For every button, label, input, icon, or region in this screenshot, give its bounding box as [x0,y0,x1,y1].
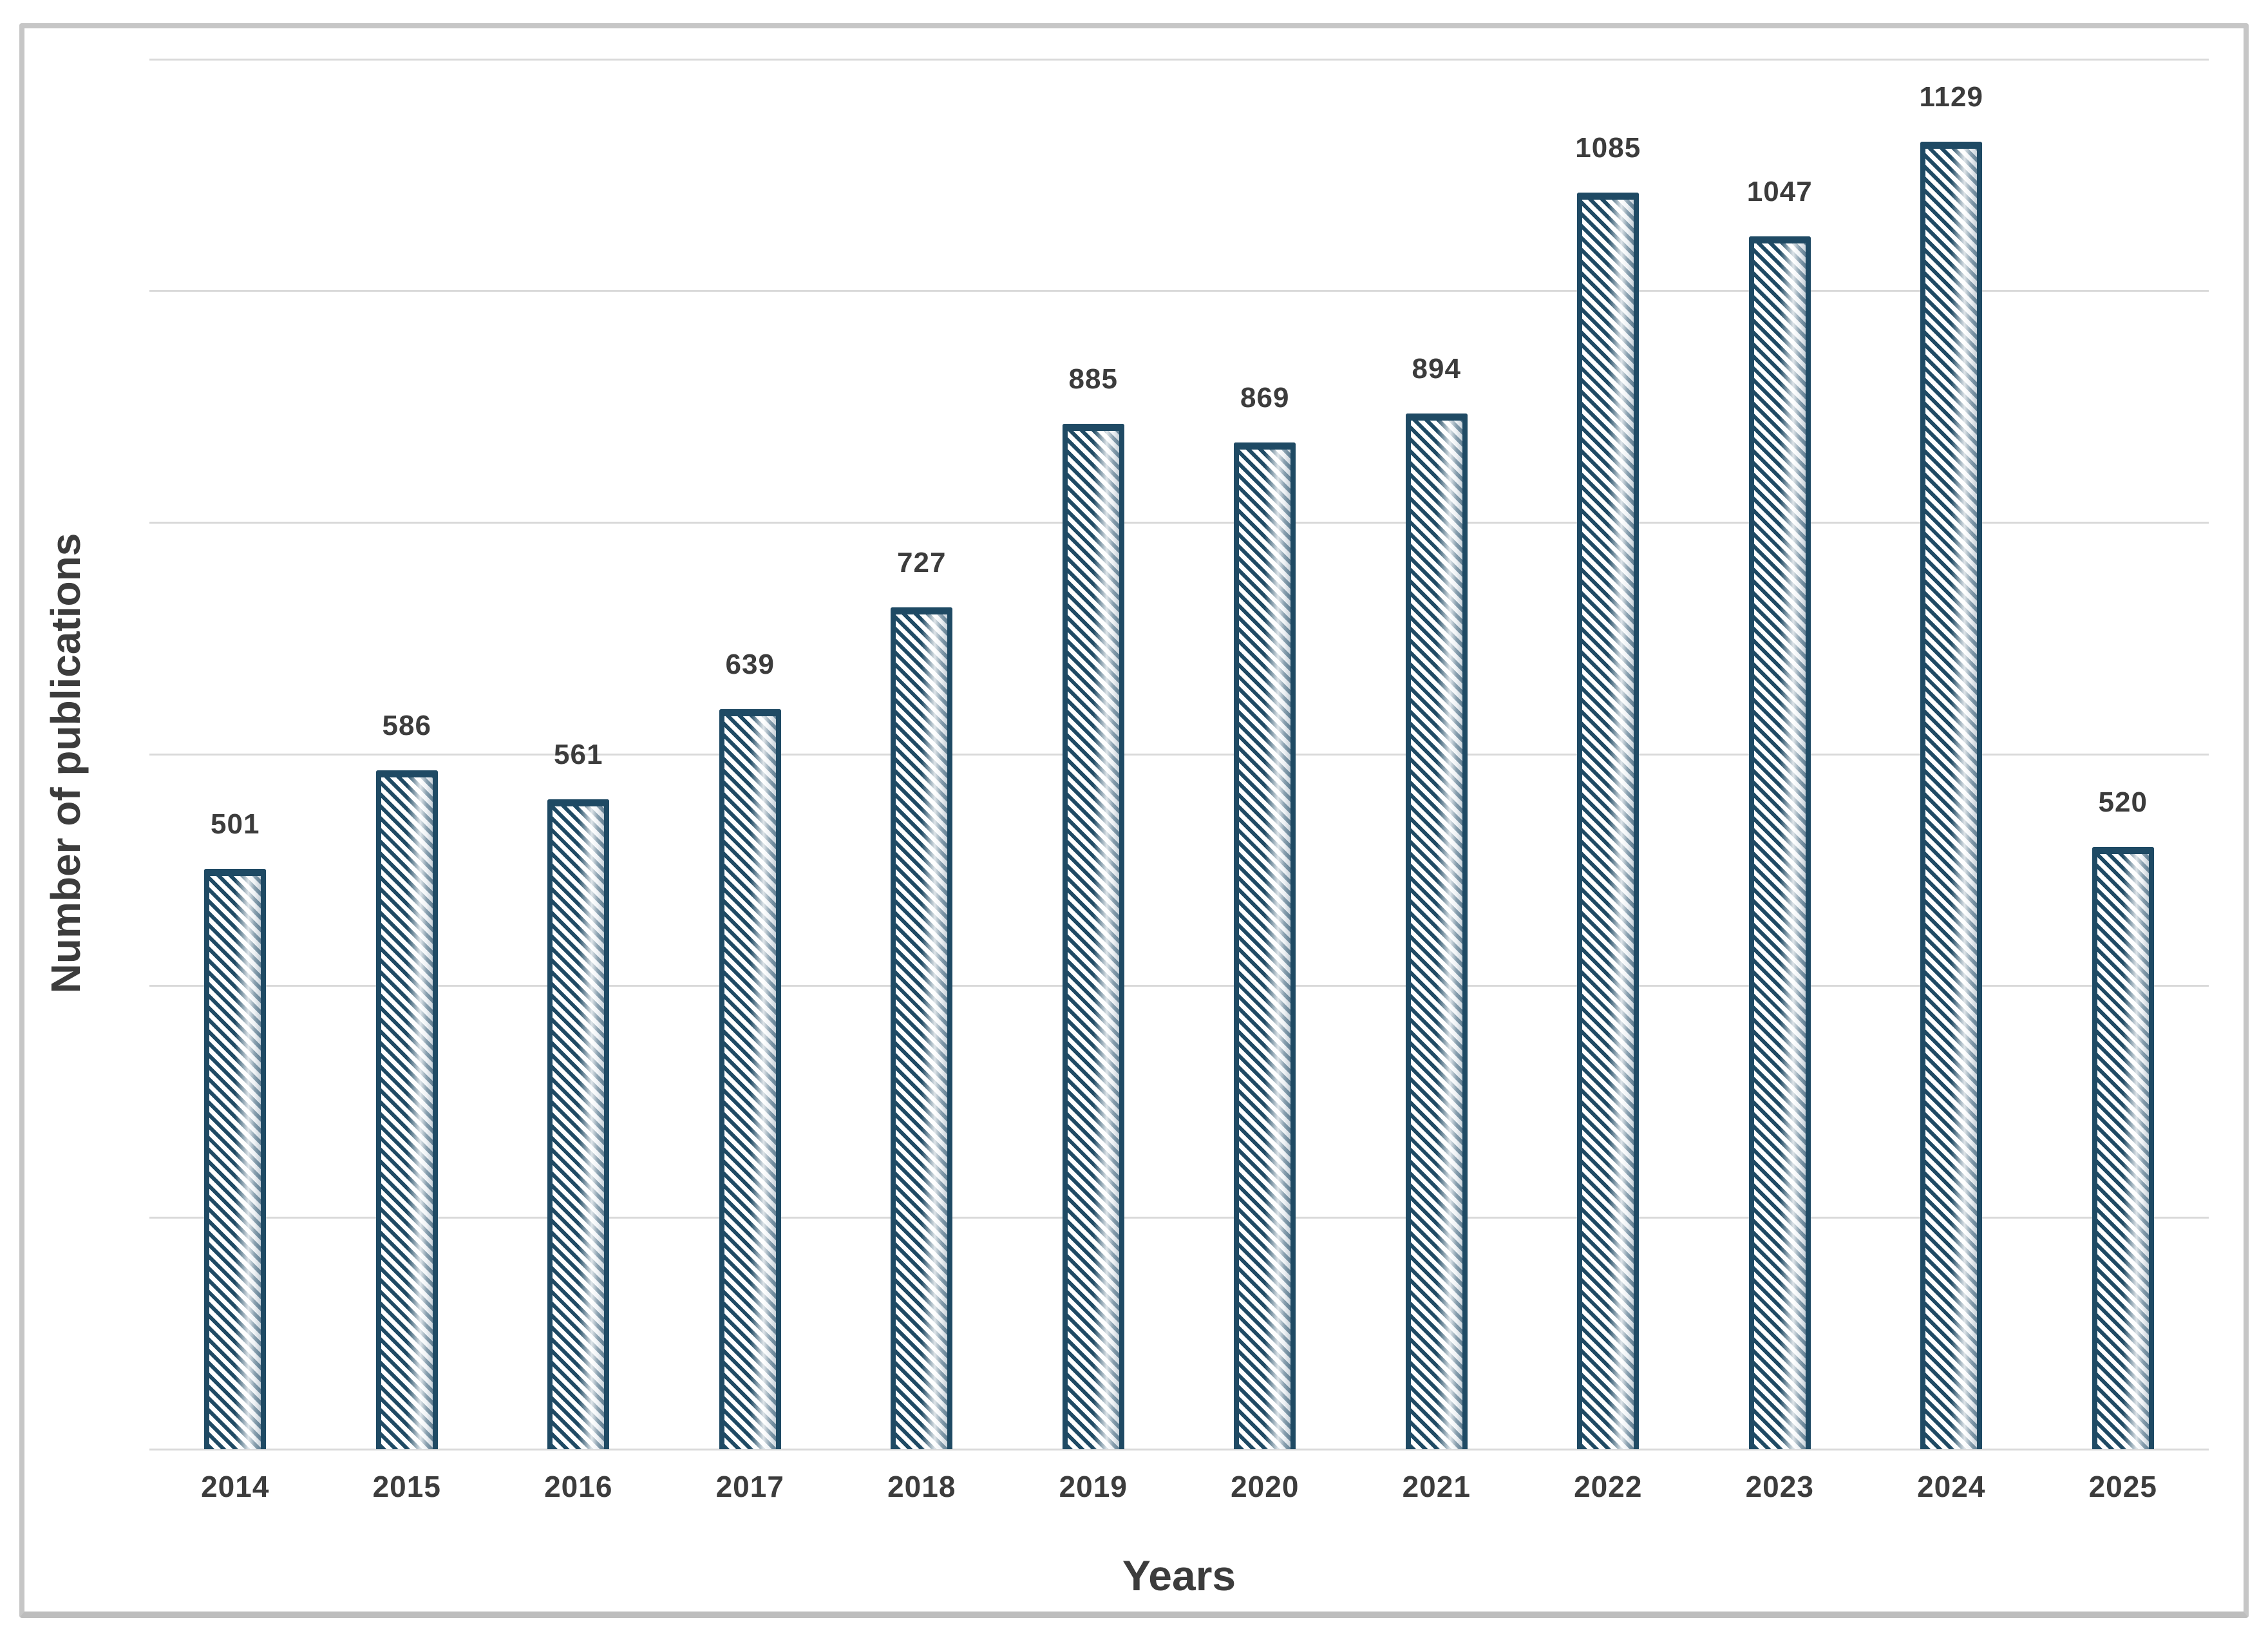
x-tick-label-2019: 2019 [1059,1470,1128,1503]
x-tick-label-2025: 2025 [2088,1470,2157,1503]
x-tick-label-2016: 2016 [544,1470,613,1503]
bar-2019 [1062,424,1124,1449]
x-tick-label-2015: 2015 [372,1470,441,1503]
bar-value-label-2014: 501 [211,808,260,840]
bar-value-label-2017: 639 [725,649,775,680]
bar-2015 [375,770,438,1449]
x-tick-label-2023: 2023 [1745,1470,1814,1503]
x-tick-label-2021: 2021 [1402,1470,1471,1503]
gridline-1200 [149,58,2209,61]
bar-2023 [1748,236,1811,1449]
bar-2022 [1577,193,1640,1449]
bar-value-label-2016: 561 [554,739,603,770]
x-axis-title: Years [1122,1552,1236,1599]
y-axis-title: Number of publications [43,533,89,994]
bar-2020 [1234,442,1296,1449]
bar-value-label-2019: 885 [1068,363,1118,395]
bar-value-label-2023: 1047 [1746,176,1813,207]
gridline-800 [149,521,2209,524]
bar-value-label-2015: 586 [382,710,431,741]
bar-2017 [719,709,781,1449]
bar-2025 [2092,847,2154,1449]
bar-value-label-2018: 727 [897,547,947,578]
bar-value-label-2021: 894 [1412,353,1461,385]
bar-2014 [204,869,267,1449]
bar-2018 [891,607,953,1449]
bar-value-label-2020: 869 [1240,382,1290,414]
bar-2016 [547,799,610,1449]
gridline-400 [149,985,2209,987]
gridline-200 [149,1216,2209,1219]
x-tick-label-2014: 2014 [201,1470,270,1503]
x-tick-label-2018: 2018 [887,1470,956,1503]
x-tick-label-2022: 2022 [1574,1470,1643,1503]
x-tick-label-2020: 2020 [1231,1470,1299,1503]
bar-value-label-2022: 1085 [1575,132,1641,164]
x-tick-label-2017: 2017 [715,1470,784,1503]
bar-2024 [1920,142,1983,1449]
gridline-1000 [149,290,2209,292]
bar-value-label-2025: 520 [2098,786,2148,818]
gridline-600 [149,753,2209,756]
x-tick-label-2024: 2024 [1917,1470,1986,1503]
gridline-0 [149,1448,2209,1450]
bar-value-label-2024: 1129 [1919,81,1983,113]
bar-2021 [1405,414,1468,1449]
